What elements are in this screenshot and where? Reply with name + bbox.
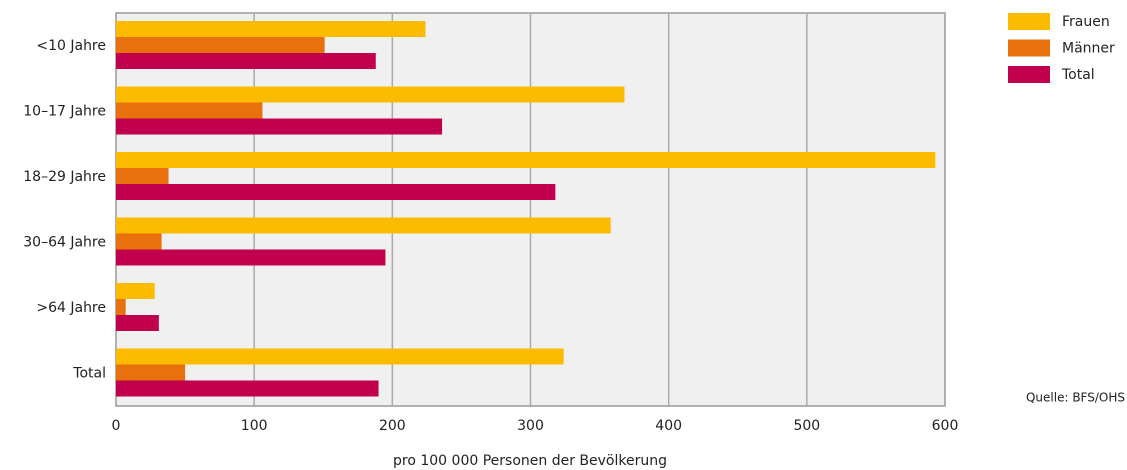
x-tick-label: 400 — [655, 418, 682, 434]
x-axis-label: pro 100 000 Personen der Bevölkerung — [393, 453, 667, 469]
bar — [116, 249, 386, 266]
y-tick-label: 18–29 Jahre — [23, 169, 106, 185]
bar — [116, 102, 263, 119]
legend-swatch — [1008, 39, 1050, 57]
x-tick-label: 600 — [932, 418, 959, 434]
y-tick-label: Total — [72, 365, 106, 381]
y-tick-label: <10 Jahre — [36, 38, 106, 54]
x-tick-label: 200 — [379, 418, 406, 434]
bar — [116, 86, 625, 103]
y-tick-label: 10–17 Jahre — [23, 103, 106, 119]
legend-label: Männer — [1062, 41, 1115, 57]
y-tick-label: 30–64 Jahre — [23, 234, 106, 250]
y-tick-label: >64 Jahre — [36, 300, 106, 316]
x-tick-label: 100 — [241, 418, 268, 434]
legend-swatch — [1008, 13, 1050, 30]
bar — [116, 184, 556, 200]
source: Quelle: BFS/OHS — [1026, 391, 1125, 405]
bar — [116, 21, 426, 37]
legend-label: Frauen — [1062, 14, 1110, 30]
bar — [116, 283, 155, 299]
bar — [116, 152, 936, 168]
bar — [116, 118, 443, 135]
bar — [116, 168, 169, 184]
x-tick-label: 500 — [793, 418, 820, 434]
x-tick-label: 300 — [517, 418, 544, 434]
bar — [116, 37, 325, 53]
bar — [116, 348, 564, 365]
x-tick-label: 0 — [112, 418, 121, 434]
bar — [116, 217, 611, 234]
bar — [116, 233, 162, 250]
bar — [116, 315, 159, 331]
bar — [116, 364, 186, 381]
bar — [116, 380, 379, 397]
bar — [116, 53, 376, 69]
legend-label: Total — [1061, 67, 1095, 83]
legend-swatch — [1008, 66, 1050, 83]
bar — [116, 299, 126, 315]
